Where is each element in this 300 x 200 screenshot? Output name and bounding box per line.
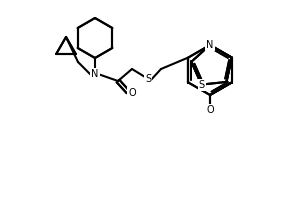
Text: N: N bbox=[206, 40, 214, 50]
Text: S: S bbox=[145, 74, 151, 84]
Text: S: S bbox=[145, 74, 151, 84]
Text: S: S bbox=[199, 80, 205, 90]
Text: O: O bbox=[206, 105, 214, 115]
Text: N: N bbox=[91, 69, 99, 79]
Text: N: N bbox=[206, 40, 214, 50]
Text: O: O bbox=[128, 88, 136, 98]
Text: O: O bbox=[128, 88, 136, 98]
Text: S: S bbox=[199, 80, 205, 90]
Text: O: O bbox=[206, 105, 214, 115]
